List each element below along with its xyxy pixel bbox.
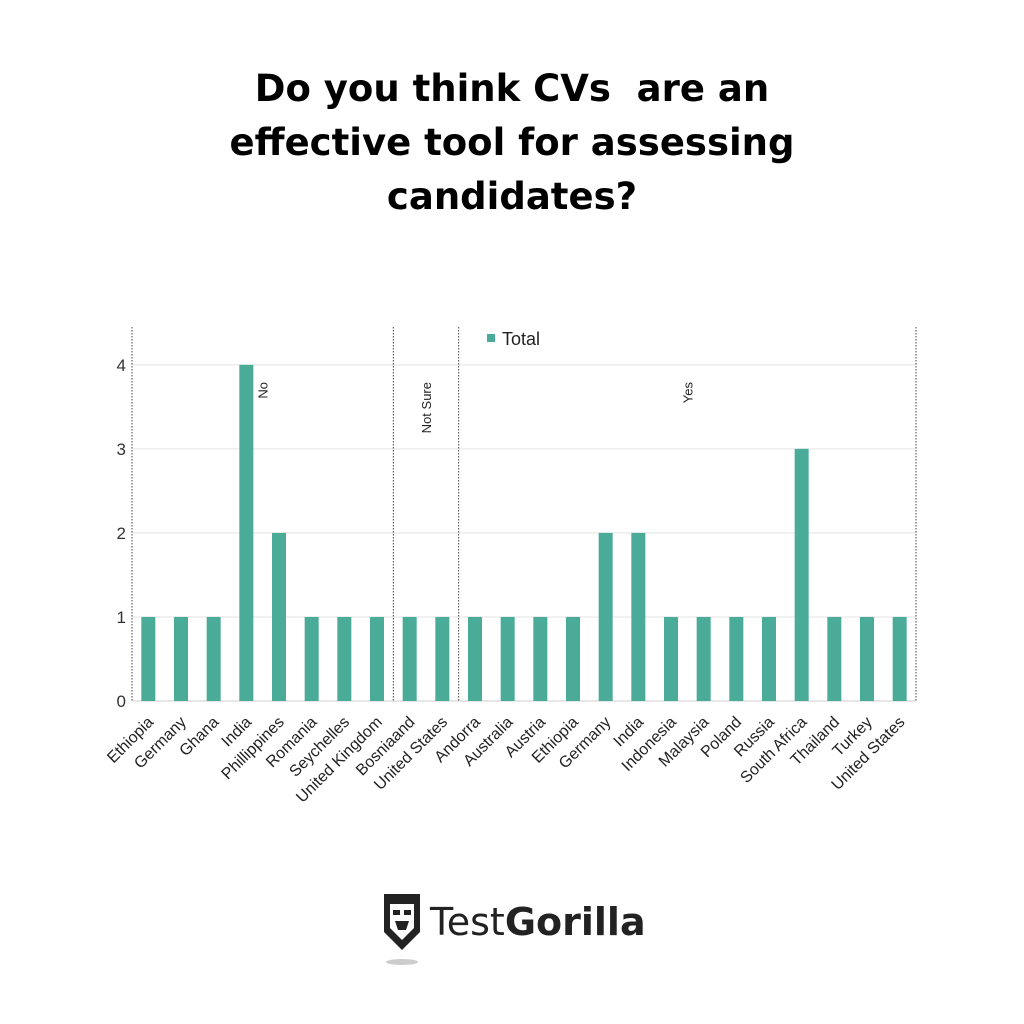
bar: [598, 532, 613, 701]
y-axis-ticks: 0 1 2 3 4: [117, 356, 126, 711]
group-labels: No Not Sure Yes: [256, 382, 696, 434]
group-separators: [131, 327, 917, 701]
logo-wordmark: TestGorilla: [430, 900, 646, 944]
bar: [500, 616, 515, 701]
bar: [794, 448, 809, 701]
bar: [141, 616, 156, 701]
title-line: candidates?: [386, 175, 638, 218]
x-axis-labels: EthiopiaGermanyGhanaIndiaPhillippinesRom…: [104, 714, 908, 807]
y-tick-label: 3: [117, 440, 126, 459]
bar: [239, 364, 254, 701]
group-label: No: [256, 382, 271, 399]
bar: [664, 616, 678, 701]
bar: [566, 616, 580, 701]
y-tick-label: 2: [117, 524, 126, 543]
title-line: Do you think CVs are an: [254, 67, 770, 110]
bar: [402, 616, 417, 701]
bars: [141, 364, 907, 701]
bar: [174, 616, 188, 701]
bar: [762, 616, 776, 701]
gorilla-icon: [384, 894, 420, 965]
bar-chart: 0 1 2 3 4 EthiopiaGermanyGhanaIndiaPhillippi…: [104, 327, 917, 807]
gridlines: [132, 364, 916, 702]
bar: [206, 616, 221, 701]
bar: [435, 616, 450, 701]
legend: Total: [487, 329, 540, 349]
bar: [370, 616, 384, 701]
bar: [272, 532, 286, 701]
bar: [337, 616, 352, 701]
y-tick-label: 1: [117, 608, 126, 627]
testgorilla-logo: TestGorilla: [378, 888, 648, 968]
bar: [631, 532, 646, 701]
bar: [892, 616, 907, 701]
bar: [827, 616, 842, 701]
bar: [533, 616, 548, 701]
logo-text-bold: Gorilla: [504, 900, 646, 944]
bar: [696, 616, 711, 701]
bar: [860, 616, 874, 701]
title-line: effective tool for assessing: [229, 121, 795, 164]
chart-title: Do you think CVs are an effective tool f…: [112, 62, 912, 224]
y-tick-label: 0: [117, 692, 126, 711]
bar: [304, 616, 319, 701]
legend-swatch: [487, 334, 495, 342]
group-label: Not Sure: [419, 382, 434, 433]
bar: [468, 616, 482, 701]
bar: [729, 616, 744, 701]
y-tick-label: 4: [117, 356, 126, 375]
legend-label: Total: [502, 329, 540, 349]
group-label: Yes: [680, 382, 695, 404]
logo-text-light: Test: [430, 900, 505, 944]
